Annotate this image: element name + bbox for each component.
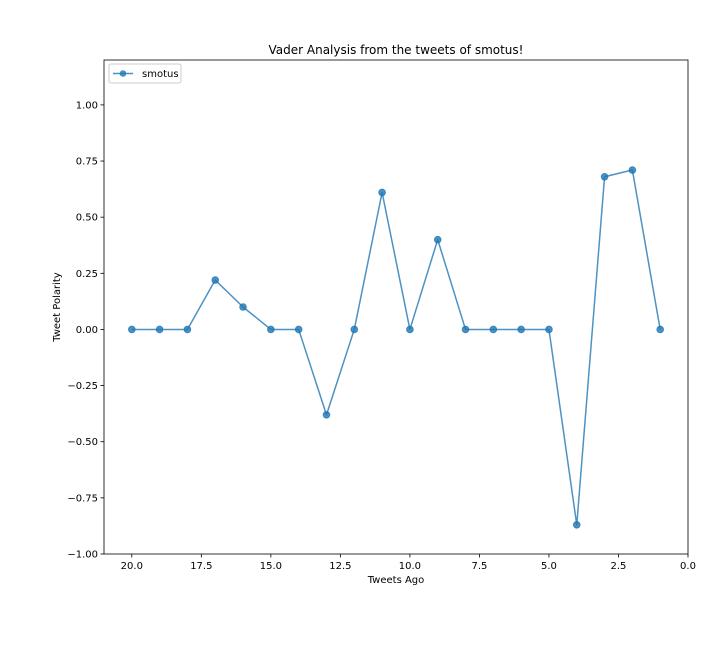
series-line [131, 169, 661, 526]
y-tick-label: 0.50 [76, 213, 98, 224]
data-point [461, 325, 470, 334]
y-axis-label: Tweet Polarity [52, 272, 63, 343]
data-point [155, 325, 164, 334]
series-layer [128, 166, 664, 529]
data-point [128, 325, 136, 334]
x-tick-label: 15.0 [260, 561, 282, 572]
y-tick-label: −1.00 [67, 550, 98, 561]
x-tick-label: 5.0 [541, 561, 557, 572]
data-point [211, 276, 220, 284]
x-tick-label: 20.0 [121, 561, 143, 572]
y-tick-label: −0.25 [67, 381, 98, 392]
data-point [489, 325, 498, 334]
legend: smotus [108, 63, 182, 84]
y-tick-label: 1.00 [76, 100, 98, 111]
y-tick-label: −0.75 [67, 493, 98, 504]
x-tick-label: 0.0 [680, 561, 696, 572]
data-point [406, 325, 414, 334]
data-point [545, 325, 553, 334]
x-tick-label: 2.5 [611, 561, 627, 572]
data-point [350, 325, 359, 334]
plot-area [103, 59, 689, 555]
data-point [267, 325, 275, 334]
data-point [183, 325, 192, 334]
data-point [656, 325, 664, 334]
x-tick-label: 12.5 [329, 561, 351, 572]
data-point [517, 325, 525, 334]
legend-label: smotus [142, 69, 179, 80]
y-tick-label: 0.75 [76, 157, 98, 168]
legend-marker [119, 70, 127, 77]
y-tick-label: 0.25 [76, 269, 98, 280]
data-point [572, 521, 581, 529]
x-tick-label: 17.5 [190, 561, 212, 572]
y-tick-label: −0.50 [67, 437, 98, 448]
x-axis-ticks: 20.0 17.5 15.0 12.5 10.0 7.5 5.0 2.5 0.0 [121, 554, 696, 572]
data-point [628, 166, 637, 174]
data-point [322, 410, 331, 419]
chart-title: Vader Analysis from the tweets of smotus… [269, 43, 524, 57]
x-tick-label: 10.0 [399, 561, 421, 572]
y-axis-ticks: −1.00 −0.75 −0.50 −0.25 0.00 0.25 0.50 0.75 1.00 [67, 100, 104, 561]
x-tick-label: 7.5 [471, 561, 487, 572]
y-tick-label: 0.00 [76, 325, 98, 336]
data-point [378, 188, 386, 197]
data-point [239, 303, 247, 311]
x-axis-label: Tweets Ago [367, 575, 425, 586]
data-point [433, 235, 442, 244]
data-point [294, 325, 303, 334]
data-point [600, 172, 609, 181]
legend-box [108, 63, 182, 84]
